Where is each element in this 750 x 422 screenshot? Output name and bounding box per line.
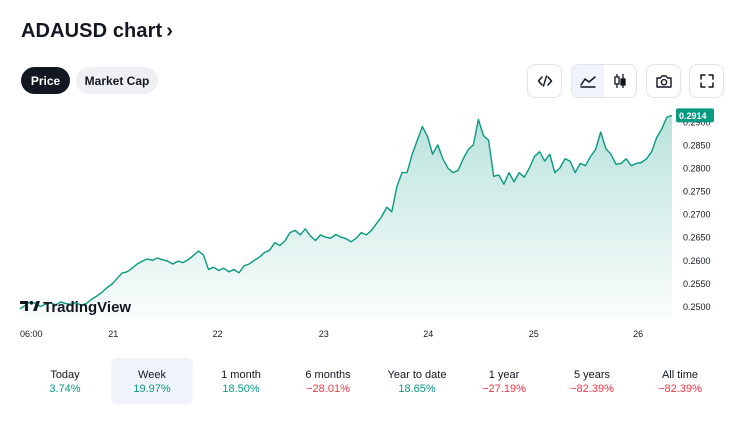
period-today[interactable]: Today 3.74% [24,358,106,404]
y-axis-tick-label: 0.2700 [683,210,711,220]
y-axis-tick-label: 0.2750 [683,187,711,197]
period-label: Week [138,369,166,381]
period-label: 1 month [221,369,261,381]
period-5-years[interactable]: 5 years −82.39% [551,358,633,404]
period-label: All time [661,369,699,381]
x-axis-tick-label: 21 [108,329,118,339]
candlestick-icon [614,74,626,88]
period-all-time[interactable]: All time −82.39% [639,358,721,404]
area-style-button[interactable] [572,65,604,97]
period-label: Today [50,369,80,381]
period-1-month[interactable]: 1 month 18.50% [200,358,282,404]
tab-market-cap[interactable]: Market Cap [76,67,158,94]
period-6-months[interactable]: 6 months −28.01% [287,358,369,404]
period-label: Year to date [387,369,447,381]
last-price-label: 0.2914 [679,111,707,121]
title-text: ADAUSD chart [21,20,163,42]
price-chart[interactable]: 0.2500 0.2550 0.2600 0.2650 0.2700 0.2750 0.28… [0,100,750,348]
y-axis-tick-label: 0.2650 [683,233,711,243]
chart-page-title[interactable]: ADAUSD chart › [21,20,173,43]
y-axis-tick-label: 0.2850 [683,140,711,150]
y-axis-tick-label: 0.2600 [683,256,711,266]
performance-periods: Today 3.74% Week 19.97% 1 month 18.50% 6 month… [0,358,750,406]
tradingview-logo: TradingView [20,299,131,316]
snapshot-button[interactable] [646,64,681,98]
period-week[interactable]: Week 19.97% [111,358,193,404]
candle-style-button[interactable] [604,65,636,97]
camera-icon [655,75,672,88]
fullscreen-button[interactable] [689,64,724,98]
price-area-fill [20,115,672,319]
x-axis-tick-label: 26 [633,329,643,339]
last-price-badge [676,108,714,123]
period-label: 1 year [488,369,520,381]
period-change-value: −82.39% [570,383,614,395]
period-label: 6 months [305,369,351,381]
period-change-value: −82.39% [658,383,702,395]
tradingview-logo-icon [20,301,40,311]
x-axis-tick-label: 23 [319,329,329,339]
y-axis-tick-label: 0.2800 [683,164,711,174]
x-axis-tick-label: 22 [213,329,223,339]
y-axis-tick-label: 0.2500 [683,302,711,312]
tab-price[interactable]: Price [21,67,70,94]
x-axis-tick-label: 06:00 [20,329,43,339]
x-axis-tick-label: 25 [529,329,539,339]
embed-button[interactable] [527,64,562,98]
x-axis-tick-label: 24 [423,329,433,339]
tradingview-wordmark: TradingView [43,299,131,316]
period-change-value: 18.50% [222,383,260,395]
period-change-value: −27.19% [482,383,526,395]
period-year-to-date[interactable]: Year to date 18.65% [376,358,458,404]
fullscreen-icon [699,74,714,88]
period-change-value: 19.97% [133,383,171,395]
chevron-right-icon: › [166,19,173,42]
period-1-year[interactable]: 1 year −27.19% [463,358,545,404]
y-axis-tick-label: 0.2550 [683,279,711,289]
period-change-value: −28.01% [306,383,350,395]
period-change-value: 3.74% [49,383,81,395]
area-chart-icon [580,76,596,88]
chart-style-toggle [571,64,637,98]
period-label: 5 years [573,369,611,381]
code-icon [537,75,552,87]
period-change-value: 18.65% [398,383,436,395]
price-line [19,114,673,310]
